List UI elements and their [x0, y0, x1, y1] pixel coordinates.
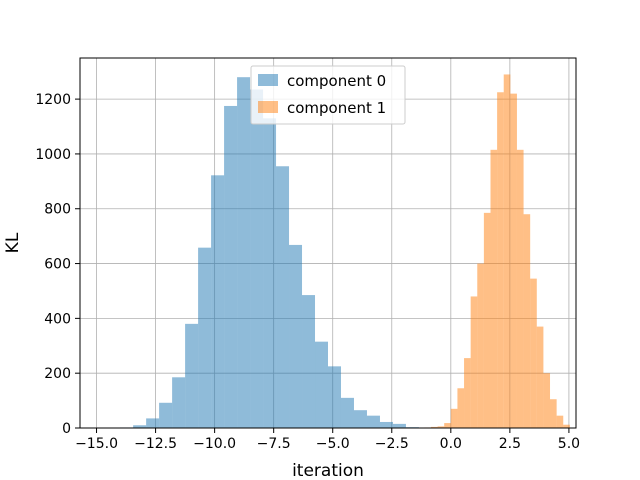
histogram-bar-component-0: [224, 105, 238, 429]
histogram-bar-component-0: [328, 366, 341, 428]
y-tick-label: 1000: [35, 147, 71, 163]
legend-label-component-0: component 0: [287, 72, 386, 90]
x-tick-label: −10.0: [193, 436, 236, 452]
histogram-bar-component-0: [276, 166, 290, 428]
histogram-bar-component-1: [430, 426, 438, 428]
histogram-bar-component-0: [172, 377, 186, 428]
histogram-bars: [120, 74, 570, 429]
y-axis-ticks: 0 200 400 600 800 1000 1200: [35, 92, 80, 437]
histogram-bar-component-0: [211, 175, 225, 428]
histogram-bar-component-1: [510, 93, 517, 428]
y-tick-label: 400: [44, 311, 71, 327]
legend-swatch-component-0: [258, 74, 278, 86]
histogram-bar-component-1: [563, 424, 570, 428]
histogram-bar-component-0: [353, 410, 367, 428]
plot-frame: [79, 57, 577, 429]
x-tick-label: 2.5: [499, 436, 521, 452]
histogram-bar-component-1: [536, 326, 544, 428]
histogram-bar-component-0: [237, 77, 251, 429]
y-axis-label: KL: [3, 232, 23, 253]
histogram-bar-component-1: [444, 423, 451, 428]
histogram-bar-component-1: [464, 358, 471, 428]
y-tick-label: 1200: [35, 92, 71, 108]
histogram-bar-component-0: [392, 423, 406, 428]
x-axis-label: iteration: [292, 461, 364, 480]
histogram-bar-component-0: [159, 402, 173, 428]
x-tick-label: −15.0: [75, 436, 118, 452]
legend: component 0 component 1: [250, 65, 406, 125]
histogram-bar-component-0: [315, 341, 328, 428]
histogram-bar-component-0: [263, 118, 277, 428]
histogram-bar-component-1: [556, 415, 564, 428]
histogram-bar-component-0: [185, 323, 199, 428]
histogram-bar-component-1: [530, 278, 537, 428]
legend-box: [250, 65, 406, 125]
y-tick-label: 800: [44, 202, 71, 218]
histogram-bar-component-1: [450, 408, 458, 428]
histogram-bar-component-1: [477, 263, 484, 428]
histogram-bar-component-1: [470, 296, 478, 428]
legend-swatch-component-1: [258, 101, 278, 113]
y-tick-label: 600: [44, 257, 71, 273]
histogram-bar-component-0: [289, 244, 303, 428]
y-tick-label: 0: [62, 421, 71, 437]
x-tick-label: 5.0: [558, 436, 580, 452]
histogram-bar-component-1: [483, 212, 491, 428]
histogram-bar-component-1: [516, 149, 524, 428]
y-tick-label: 200: [44, 366, 71, 382]
histogram-bar-component-1: [543, 373, 551, 428]
x-axis-ticks: −15.0 −12.5 −10.0 −7.5 −5.0 −2.5 0.0 2.5 5.0: [75, 428, 580, 452]
x-tick-label: −7.5: [257, 436, 291, 452]
histogram-bar-component-0: [146, 418, 160, 428]
x-tick-label: −2.5: [375, 436, 409, 452]
legend-label-component-1: component 1: [287, 99, 386, 117]
histogram-bar-component-1: [437, 426, 445, 428]
histogram-bar-component-0: [250, 89, 264, 428]
histogram-bar-component-0: [302, 295, 316, 428]
histogram-bar-component-1: [457, 388, 465, 428]
histogram-bar-component-0: [133, 425, 147, 428]
histogram-bar-component-0: [198, 247, 212, 428]
x-tick-label: 0.0: [440, 436, 462, 452]
histogram-bar-component-1: [523, 214, 531, 428]
histogram-bar-component-0: [366, 415, 380, 428]
histogram-bar-component-0: [379, 421, 393, 428]
histogram-bar-component-1: [490, 149, 498, 428]
histogram-bar-component-1: [550, 399, 557, 428]
histogram-bar-component-1: [497, 92, 504, 428]
histogram-bar-component-0: [340, 397, 354, 428]
histogram-bar-component-1: [503, 74, 511, 428]
x-tick-label: −5.0: [316, 436, 350, 452]
x-tick-label: −12.5: [134, 436, 177, 452]
